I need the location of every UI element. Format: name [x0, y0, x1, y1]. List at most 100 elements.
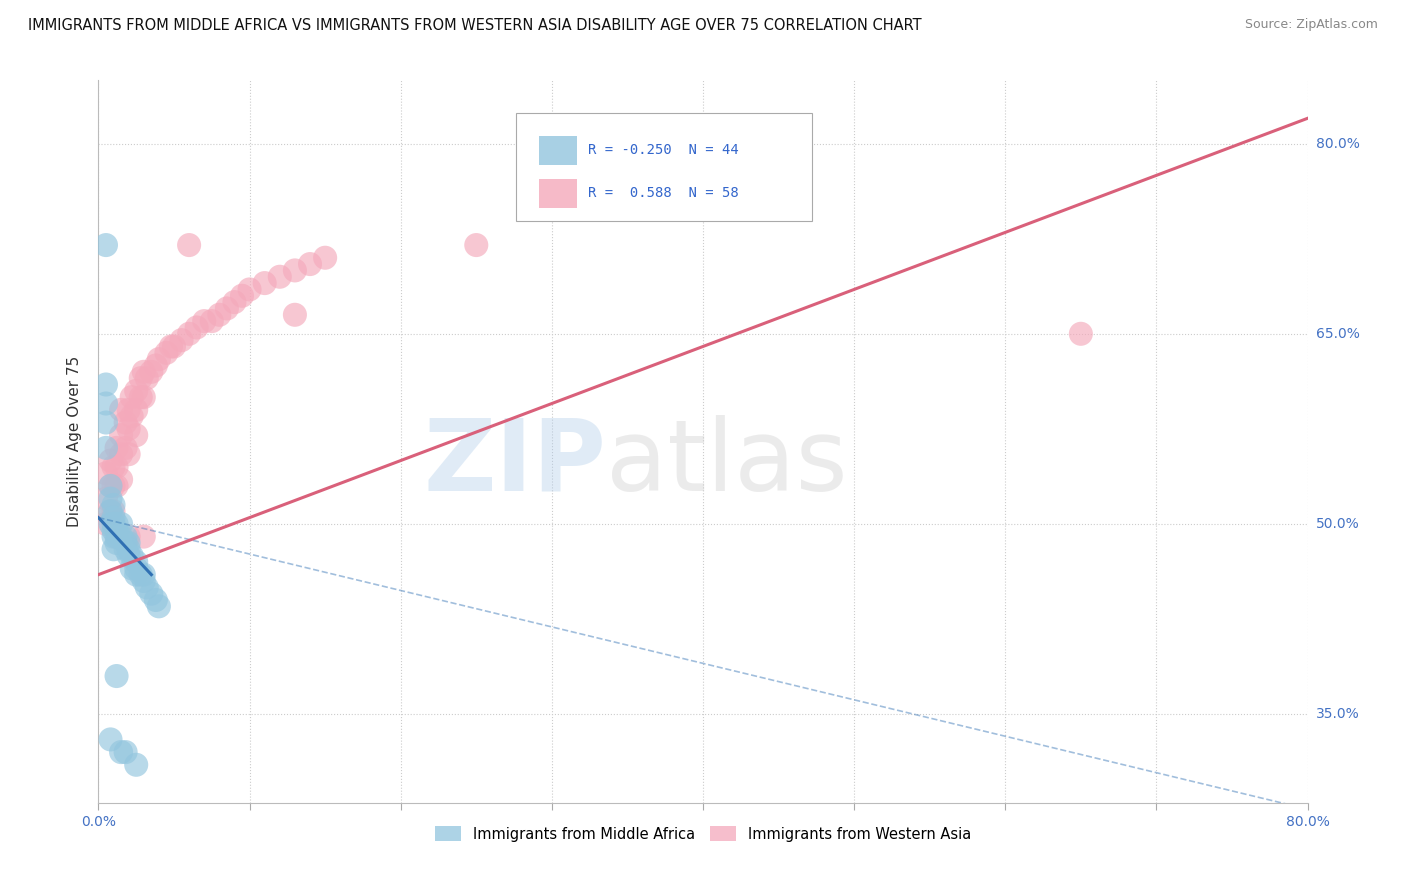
- Point: [110, 516, 132, 531]
- Point: [465, 238, 488, 252]
- Point: [103, 516, 125, 531]
- Point: [145, 593, 167, 607]
- Point: [208, 308, 231, 322]
- Point: [118, 542, 141, 557]
- Point: [125, 402, 148, 417]
- Point: [100, 479, 122, 493]
- Point: [125, 384, 148, 398]
- Point: [141, 587, 163, 601]
- Point: [231, 289, 253, 303]
- Point: [125, 757, 148, 772]
- Point: [163, 339, 186, 353]
- Point: [105, 669, 128, 683]
- Point: [100, 504, 122, 518]
- Point: [201, 314, 224, 328]
- Point: [125, 567, 148, 582]
- FancyBboxPatch shape: [538, 136, 578, 164]
- FancyBboxPatch shape: [538, 178, 578, 208]
- Point: [114, 416, 136, 430]
- Point: [110, 428, 132, 442]
- Point: [110, 473, 132, 487]
- Point: [105, 479, 128, 493]
- Point: [160, 339, 183, 353]
- Point: [132, 567, 155, 582]
- Point: [121, 549, 143, 563]
- Point: [253, 276, 276, 290]
- Point: [118, 447, 141, 461]
- Point: [103, 504, 125, 518]
- Point: [121, 561, 143, 575]
- Point: [135, 580, 157, 594]
- Point: [94, 441, 117, 455]
- Point: [100, 732, 122, 747]
- Point: [132, 365, 155, 379]
- Point: [121, 390, 143, 404]
- Point: [110, 402, 132, 417]
- FancyBboxPatch shape: [516, 112, 811, 221]
- Point: [100, 516, 122, 531]
- Point: [103, 459, 125, 474]
- Point: [145, 359, 167, 373]
- Point: [94, 396, 117, 410]
- Point: [118, 422, 141, 436]
- Point: [299, 257, 322, 271]
- Point: [224, 295, 246, 310]
- Y-axis label: Disability Age Over 75: Disability Age Over 75: [67, 356, 83, 527]
- Point: [114, 542, 136, 557]
- Point: [114, 536, 136, 550]
- Point: [100, 479, 122, 493]
- Point: [129, 371, 152, 385]
- Point: [132, 530, 155, 544]
- Text: atlas: atlas: [606, 415, 848, 512]
- Point: [239, 282, 262, 296]
- Point: [94, 491, 117, 506]
- Point: [129, 567, 152, 582]
- Point: [114, 530, 136, 544]
- Point: [125, 555, 148, 569]
- Point: [118, 530, 141, 544]
- Point: [269, 269, 291, 284]
- Point: [103, 523, 125, 537]
- Point: [148, 352, 170, 367]
- Text: ZIP: ZIP: [423, 415, 606, 512]
- Point: [94, 416, 117, 430]
- Text: R =  0.588  N = 58: R = 0.588 N = 58: [588, 186, 740, 201]
- Text: 80.0%: 80.0%: [1316, 136, 1360, 151]
- Point: [103, 510, 125, 524]
- Point: [132, 574, 155, 588]
- Text: R = -0.250  N = 44: R = -0.250 N = 44: [588, 143, 740, 157]
- Point: [118, 549, 141, 563]
- Text: 35.0%: 35.0%: [1316, 707, 1360, 721]
- Point: [105, 516, 128, 531]
- Point: [125, 561, 148, 575]
- Point: [284, 308, 307, 322]
- Point: [103, 530, 125, 544]
- Point: [193, 314, 215, 328]
- Point: [94, 516, 117, 531]
- Point: [1070, 326, 1092, 341]
- Point: [141, 365, 163, 379]
- Point: [100, 504, 122, 518]
- Point: [100, 491, 122, 506]
- Point: [284, 263, 307, 277]
- Point: [100, 453, 122, 467]
- Point: [155, 346, 177, 360]
- Point: [129, 390, 152, 404]
- Point: [118, 402, 141, 417]
- Point: [135, 371, 157, 385]
- Point: [114, 745, 136, 759]
- Point: [105, 536, 128, 550]
- Point: [114, 441, 136, 455]
- Text: Source: ZipAtlas.com: Source: ZipAtlas.com: [1244, 18, 1378, 31]
- Point: [105, 523, 128, 537]
- Point: [148, 599, 170, 614]
- Text: 50.0%: 50.0%: [1316, 517, 1360, 531]
- Point: [103, 498, 125, 512]
- Point: [103, 542, 125, 557]
- Point: [110, 745, 132, 759]
- Point: [118, 536, 141, 550]
- Point: [125, 428, 148, 442]
- Point: [105, 530, 128, 544]
- Point: [170, 333, 193, 347]
- Point: [94, 238, 117, 252]
